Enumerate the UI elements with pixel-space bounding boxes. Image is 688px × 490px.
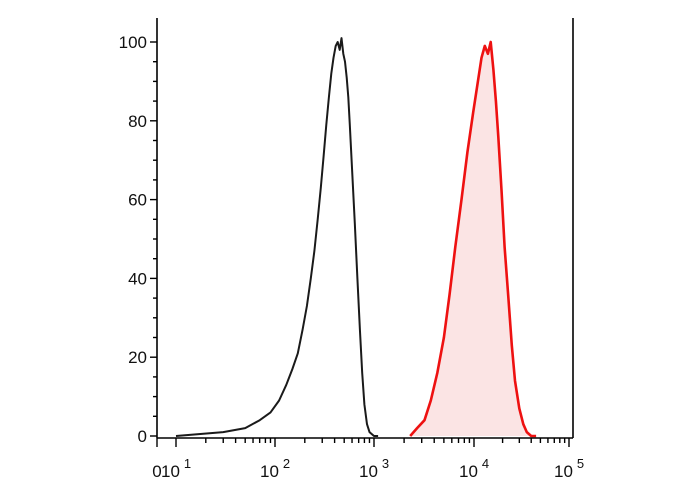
- x-tick-base: 10: [359, 462, 378, 481]
- x-tick-base: 10: [554, 462, 573, 481]
- x-tick-label: 0: [152, 462, 161, 481]
- x-tick-label: 10 4: [459, 456, 489, 481]
- x-tick-base: 10: [161, 462, 180, 481]
- y-tick-label: 0: [138, 427, 147, 446]
- x-tick-label: 10 1: [161, 456, 191, 481]
- x-tick-exponent: 2: [283, 456, 290, 471]
- series-1-line: [409, 40, 537, 438]
- ticks-layer: [150, 41, 570, 447]
- x-tick-label: 10 5: [554, 456, 584, 481]
- x-tick-label: 10 3: [359, 456, 389, 481]
- x-tick-exponent: 5: [577, 456, 584, 471]
- y-tick-label: 80: [128, 112, 147, 131]
- x-tick-exponent: 3: [382, 456, 389, 471]
- y-tick-label: 60: [128, 191, 147, 210]
- series-1-area: [410, 42, 537, 436]
- x-tick-base: 10: [260, 462, 279, 481]
- x-tick-exponent: 4: [482, 456, 489, 471]
- series-layer: [175, 37, 537, 438]
- x-tick-label: 10 2: [260, 456, 290, 481]
- x-tick-base: 10: [459, 462, 478, 481]
- series-0-line: [175, 37, 379, 437]
- x-tick-exponent: 1: [184, 456, 191, 471]
- y-tick-label: 100: [119, 33, 147, 52]
- y-tick-label: 20: [128, 348, 147, 367]
- y-tick-label: 40: [128, 269, 147, 288]
